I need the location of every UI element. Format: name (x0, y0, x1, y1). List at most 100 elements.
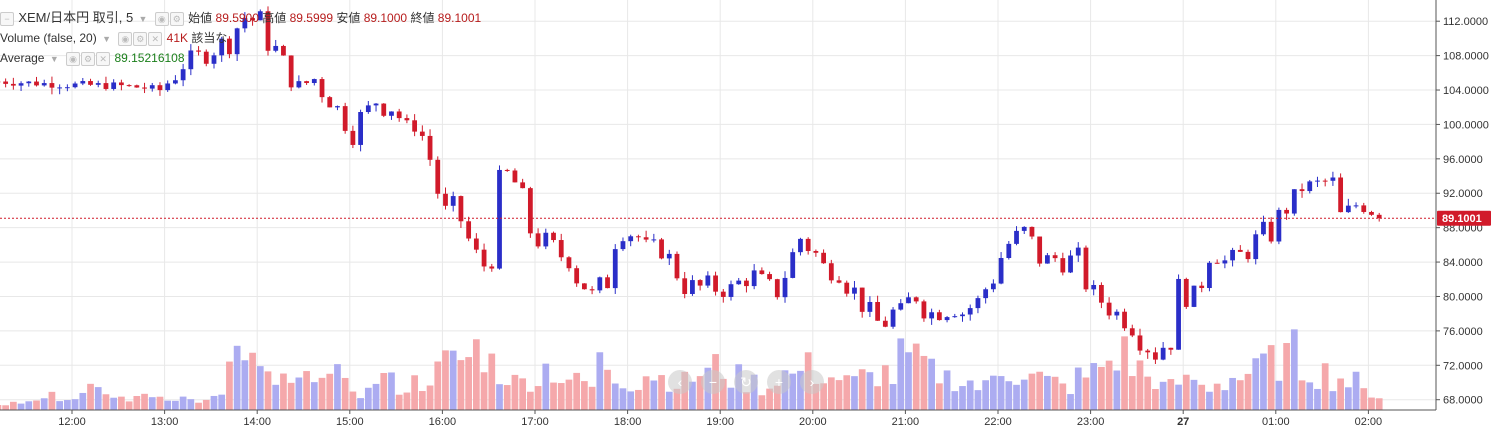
settings-icon[interactable]: ⚙ (133, 31, 148, 46)
x-tick-label: 23:00 (1077, 416, 1105, 428)
volume-bar (835, 380, 843, 410)
volume-bar (951, 391, 959, 410)
volume-bar (827, 377, 835, 410)
volume-bar (110, 397, 118, 410)
high-label: 高値 (262, 11, 287, 25)
eye-icon[interactable]: ◉ (118, 31, 133, 46)
candle-body (427, 135, 433, 160)
zoom-out-button[interactable]: − (701, 370, 725, 394)
high-value: 89.5999 (289, 11, 333, 25)
candle-body (605, 277, 610, 289)
candle-body (674, 253, 680, 279)
volume-bar (202, 399, 210, 410)
volume-bar (1275, 380, 1283, 410)
candle-body (736, 280, 742, 285)
settings-icon[interactable]: ⚙ (169, 11, 184, 26)
candle-body (304, 81, 309, 84)
candle-body (149, 85, 155, 89)
candle-body (1083, 247, 1089, 290)
last-price-value: 89.1001 (1442, 213, 1482, 225)
candle-body (1315, 180, 1320, 182)
volume-bar (581, 381, 588, 410)
volume-bar (411, 375, 418, 410)
candle-body (196, 50, 201, 52)
candle-body (450, 196, 456, 206)
candle-body (1037, 236, 1043, 264)
candle-body (288, 55, 294, 88)
close-label: 終値 (410, 11, 435, 25)
candle-body (64, 87, 70, 89)
volume-study-name: Volume (false, 20) (0, 31, 97, 45)
scroll-right-button[interactable]: › (800, 370, 824, 394)
collapse-icon[interactable]: − (0, 11, 14, 26)
volume-bar (1136, 360, 1144, 410)
volume-bar (210, 395, 218, 410)
chevron-down-icon[interactable]: ▼ (102, 34, 111, 44)
average-legend: Average ▼ ◉ ⚙ ✕ 89.15216108 (0, 51, 185, 66)
volume-bar (689, 381, 696, 410)
candle-body (1222, 260, 1228, 264)
candle-body (319, 79, 325, 98)
candle-body (1099, 284, 1104, 303)
zoom-in-button[interactable]: + (767, 370, 791, 394)
candle-body (1075, 247, 1081, 256)
reset-button[interactable]: ↻ (734, 370, 758, 394)
candle-body (759, 270, 765, 275)
volume-bar (604, 369, 611, 410)
candle-body (1176, 278, 1181, 350)
close-icon[interactable]: ✕ (96, 51, 111, 66)
volume-bar (488, 353, 496, 410)
candle-body (798, 238, 803, 253)
candle-body (906, 297, 911, 304)
close-icon[interactable]: ✕ (148, 31, 163, 46)
candle-body (512, 170, 518, 183)
volume-bar (442, 350, 449, 410)
volume-bar (195, 402, 202, 410)
candle-body (682, 278, 688, 294)
chevron-down-icon[interactable]: ▼ (49, 54, 59, 64)
volume-bar (1337, 378, 1344, 410)
x-tick-label: 27 (1177, 416, 1189, 428)
volume-bar (310, 382, 318, 410)
candle-body (373, 103, 379, 106)
candle-body (998, 258, 1004, 284)
candle-body (350, 130, 356, 145)
candle-body (1145, 350, 1151, 353)
candle-body (1137, 335, 1143, 351)
candle-body (381, 103, 387, 116)
volume-bar (1144, 376, 1152, 410)
candle-body (1345, 205, 1351, 213)
candle-body (211, 55, 217, 64)
open-label: 始値 (188, 11, 213, 25)
volume-bar (1059, 383, 1067, 410)
eye-icon[interactable]: ◉ (154, 11, 169, 26)
chevron-down-icon[interactable]: ▼ (138, 14, 148, 24)
volume-bar (472, 339, 480, 410)
volume-bar (418, 391, 426, 410)
candle-body (952, 316, 958, 318)
volume-bar (881, 365, 889, 410)
candle-body (419, 131, 425, 136)
volume-bar (1152, 389, 1159, 410)
volume-note: 該当な (191, 31, 228, 45)
volume-bar (797, 370, 804, 410)
candle-body (612, 249, 618, 289)
eye-icon[interactable]: ◉ (66, 51, 81, 66)
scroll-left-button[interactable]: ‹ (668, 370, 692, 394)
y-tick-label: 96.0000 (1443, 154, 1483, 166)
volume-bar (935, 383, 943, 410)
candle-body (1307, 181, 1313, 192)
volume-bar (889, 384, 897, 410)
volume-bar (1267, 345, 1275, 410)
candle-body (188, 50, 194, 70)
settings-icon[interactable]: ⚙ (81, 51, 96, 66)
candle-body (281, 45, 286, 56)
candle-body (489, 266, 495, 269)
candle-body (1191, 285, 1197, 307)
candle-body (1276, 209, 1282, 242)
volume-bar (982, 380, 990, 410)
candle-body (929, 312, 935, 319)
candle-body (504, 169, 510, 171)
candle-body (1361, 205, 1367, 212)
